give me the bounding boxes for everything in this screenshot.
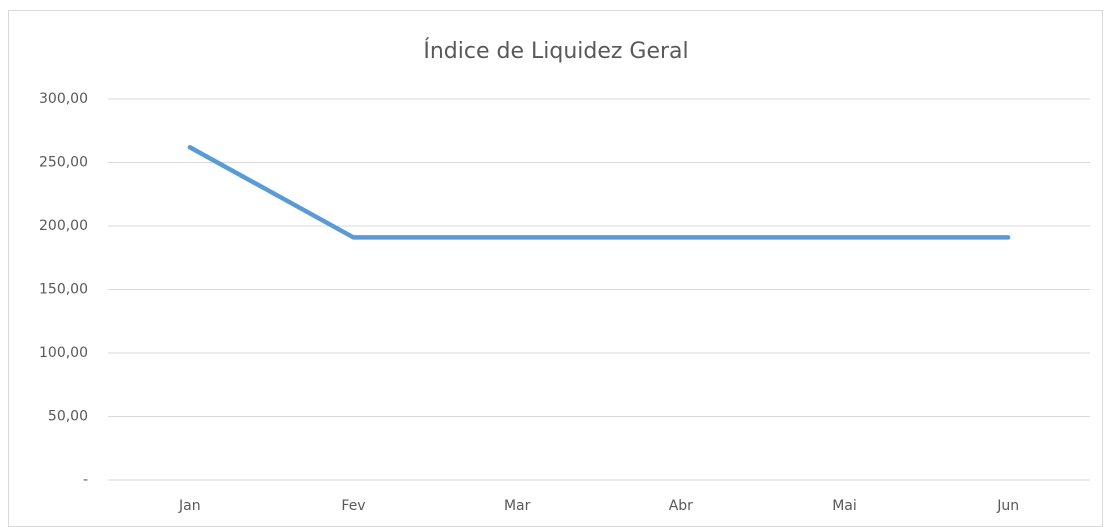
y-tick-label: 200,00 xyxy=(39,218,88,234)
y-tick-label: - xyxy=(83,472,88,488)
x-tick-label: Mar xyxy=(504,498,531,514)
chart-border xyxy=(8,10,1103,527)
y-tick-label: 300,00 xyxy=(39,91,88,107)
x-tick-label: Jun xyxy=(996,498,1019,514)
y-tick-label: 150,00 xyxy=(39,282,88,298)
chart-title: Índice de Liquidez Geral xyxy=(423,38,688,64)
y-tick-label: 100,00 xyxy=(39,345,88,361)
line-series xyxy=(187,145,1011,240)
y-tick-label: 250,00 xyxy=(39,155,88,171)
x-tick-label: Abr xyxy=(669,498,693,514)
x-tick-label: Fev xyxy=(341,498,365,514)
y-tick-label: 50,00 xyxy=(48,409,88,425)
x-tick-label: Jan xyxy=(178,498,201,514)
x-tick-label: Mai xyxy=(832,498,857,514)
